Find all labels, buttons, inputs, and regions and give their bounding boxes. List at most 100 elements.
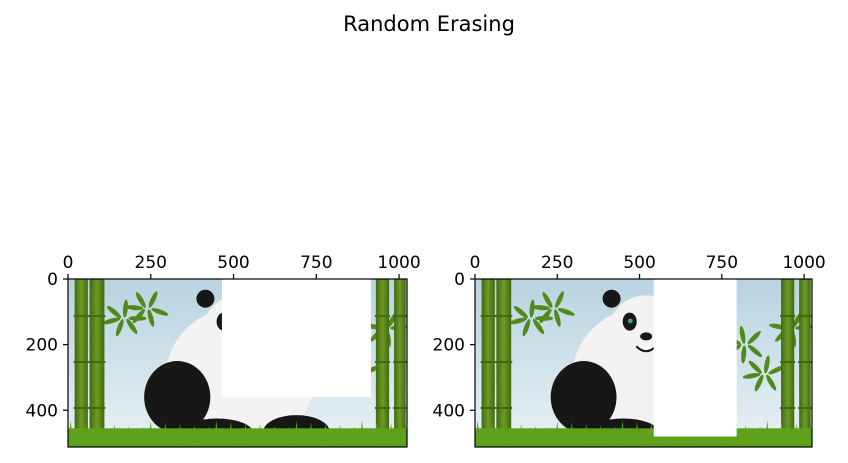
grass-blade bbox=[213, 420, 219, 447]
grass-blade bbox=[808, 424, 812, 447]
grass-blade bbox=[576, 429, 582, 447]
bamboo-leaf bbox=[531, 305, 550, 311]
grass-blade bbox=[503, 422, 510, 447]
bamboo-leaf bbox=[747, 344, 763, 358]
bamboo-node bbox=[495, 361, 513, 364]
bamboo-node bbox=[393, 406, 407, 409]
bamboo-node bbox=[798, 361, 812, 364]
grass-blade bbox=[612, 426, 618, 447]
grass-blade bbox=[750, 431, 756, 447]
bamboo-node bbox=[88, 361, 106, 364]
erased-rectangle bbox=[221, 279, 371, 398]
panda-ear bbox=[196, 289, 215, 308]
bamboo-node bbox=[393, 361, 407, 364]
y-tick-label: 200 bbox=[433, 336, 465, 356]
bamboo-node bbox=[780, 315, 796, 318]
bamboo-node bbox=[495, 315, 513, 318]
grass-blade bbox=[395, 429, 402, 447]
grass-blade bbox=[293, 420, 300, 447]
grass-blade bbox=[257, 424, 263, 447]
grass-blade bbox=[540, 432, 546, 447]
bamboo-node bbox=[88, 315, 106, 318]
grass-blade bbox=[590, 430, 597, 447]
grass-blade bbox=[373, 421, 380, 447]
grass-blade bbox=[155, 427, 161, 447]
y-tick-label: 400 bbox=[433, 401, 465, 421]
bamboo-node bbox=[495, 406, 513, 409]
grass-blade bbox=[352, 426, 358, 447]
grass-blade bbox=[315, 429, 321, 447]
grass-blade bbox=[301, 427, 307, 447]
bamboo-leaf bbox=[754, 374, 764, 392]
grass-blade bbox=[489, 421, 495, 447]
bamboo-leaf bbox=[509, 317, 527, 325]
grass-blade bbox=[793, 422, 799, 447]
grass-blade bbox=[235, 428, 241, 447]
y-tick-label: 0 bbox=[454, 270, 465, 290]
panda-eye bbox=[627, 318, 633, 324]
subplot-1: 0 250 500 750 1000 0 200 400 bbox=[26, 253, 421, 448]
bamboo-node bbox=[780, 361, 796, 364]
bamboo-leaf bbox=[132, 309, 146, 324]
grass-blade bbox=[337, 424, 343, 447]
axes-frame bbox=[474, 278, 813, 448]
x-tick-label: 500 bbox=[623, 253, 655, 273]
grass-blade bbox=[308, 422, 314, 447]
bamboo-leaf bbox=[768, 365, 785, 375]
bamboo-node bbox=[798, 315, 812, 318]
grass-blade bbox=[82, 421, 88, 447]
bamboo-leaf bbox=[532, 318, 545, 334]
y-tick-label: 400 bbox=[26, 401, 58, 421]
grass-blade bbox=[554, 420, 560, 447]
bamboo-node bbox=[374, 406, 391, 409]
grass-blade bbox=[692, 426, 698, 447]
bamboo-node bbox=[73, 315, 89, 318]
grass-blade bbox=[598, 424, 604, 447]
bamboo-leaf bbox=[766, 374, 777, 391]
bamboo-leaf bbox=[554, 309, 561, 327]
grass-blade bbox=[684, 432, 691, 447]
bamboo-leaf bbox=[741, 345, 747, 364]
grass-blade bbox=[89, 428, 96, 447]
grass-blade bbox=[162, 422, 168, 447]
panda-arm bbox=[144, 361, 211, 434]
grass-blade bbox=[148, 420, 154, 447]
grass-blade bbox=[670, 431, 676, 447]
grass-blade bbox=[403, 424, 407, 447]
grass-blade bbox=[605, 431, 611, 447]
grass-blade bbox=[641, 428, 647, 447]
grass-blade bbox=[547, 426, 553, 447]
bamboo-node bbox=[73, 406, 89, 409]
grass-blade bbox=[228, 421, 234, 447]
bamboo-node bbox=[480, 406, 496, 409]
bamboo-leaf bbox=[764, 355, 770, 374]
bamboo-leaf bbox=[126, 318, 138, 334]
figure-title: Random Erasing bbox=[343, 12, 515, 36]
grass-blade bbox=[271, 425, 278, 447]
grass-blade bbox=[264, 431, 270, 447]
grass-blade bbox=[569, 422, 575, 447]
grass-blade bbox=[779, 421, 785, 447]
bamboo-leaf bbox=[513, 305, 528, 319]
grass-blade bbox=[388, 422, 394, 447]
bamboo-leaf bbox=[148, 291, 158, 308]
grass-blade bbox=[706, 427, 712, 447]
bamboo-leaf bbox=[529, 299, 535, 318]
grass-blade bbox=[532, 425, 539, 447]
grass-blade bbox=[366, 427, 372, 447]
bamboo-leaf bbox=[102, 317, 121, 325]
x-tick-label: 500 bbox=[217, 253, 249, 273]
x-tick-label: 750 bbox=[706, 253, 738, 273]
grass-blade bbox=[482, 427, 488, 447]
grass-blade bbox=[381, 428, 387, 447]
grass-blade bbox=[359, 420, 365, 447]
subplot-2: 0 250 500 750 1000 0 200 400 bbox=[433, 253, 826, 448]
grass-blade bbox=[475, 420, 481, 447]
grass-blade bbox=[800, 429, 807, 447]
bamboo-leaf bbox=[135, 292, 146, 308]
grass-blade bbox=[118, 431, 125, 447]
grass-blade bbox=[126, 425, 132, 447]
grass-blade bbox=[786, 428, 792, 447]
erased-rectangle bbox=[653, 279, 737, 437]
grass-blade bbox=[75, 427, 81, 447]
